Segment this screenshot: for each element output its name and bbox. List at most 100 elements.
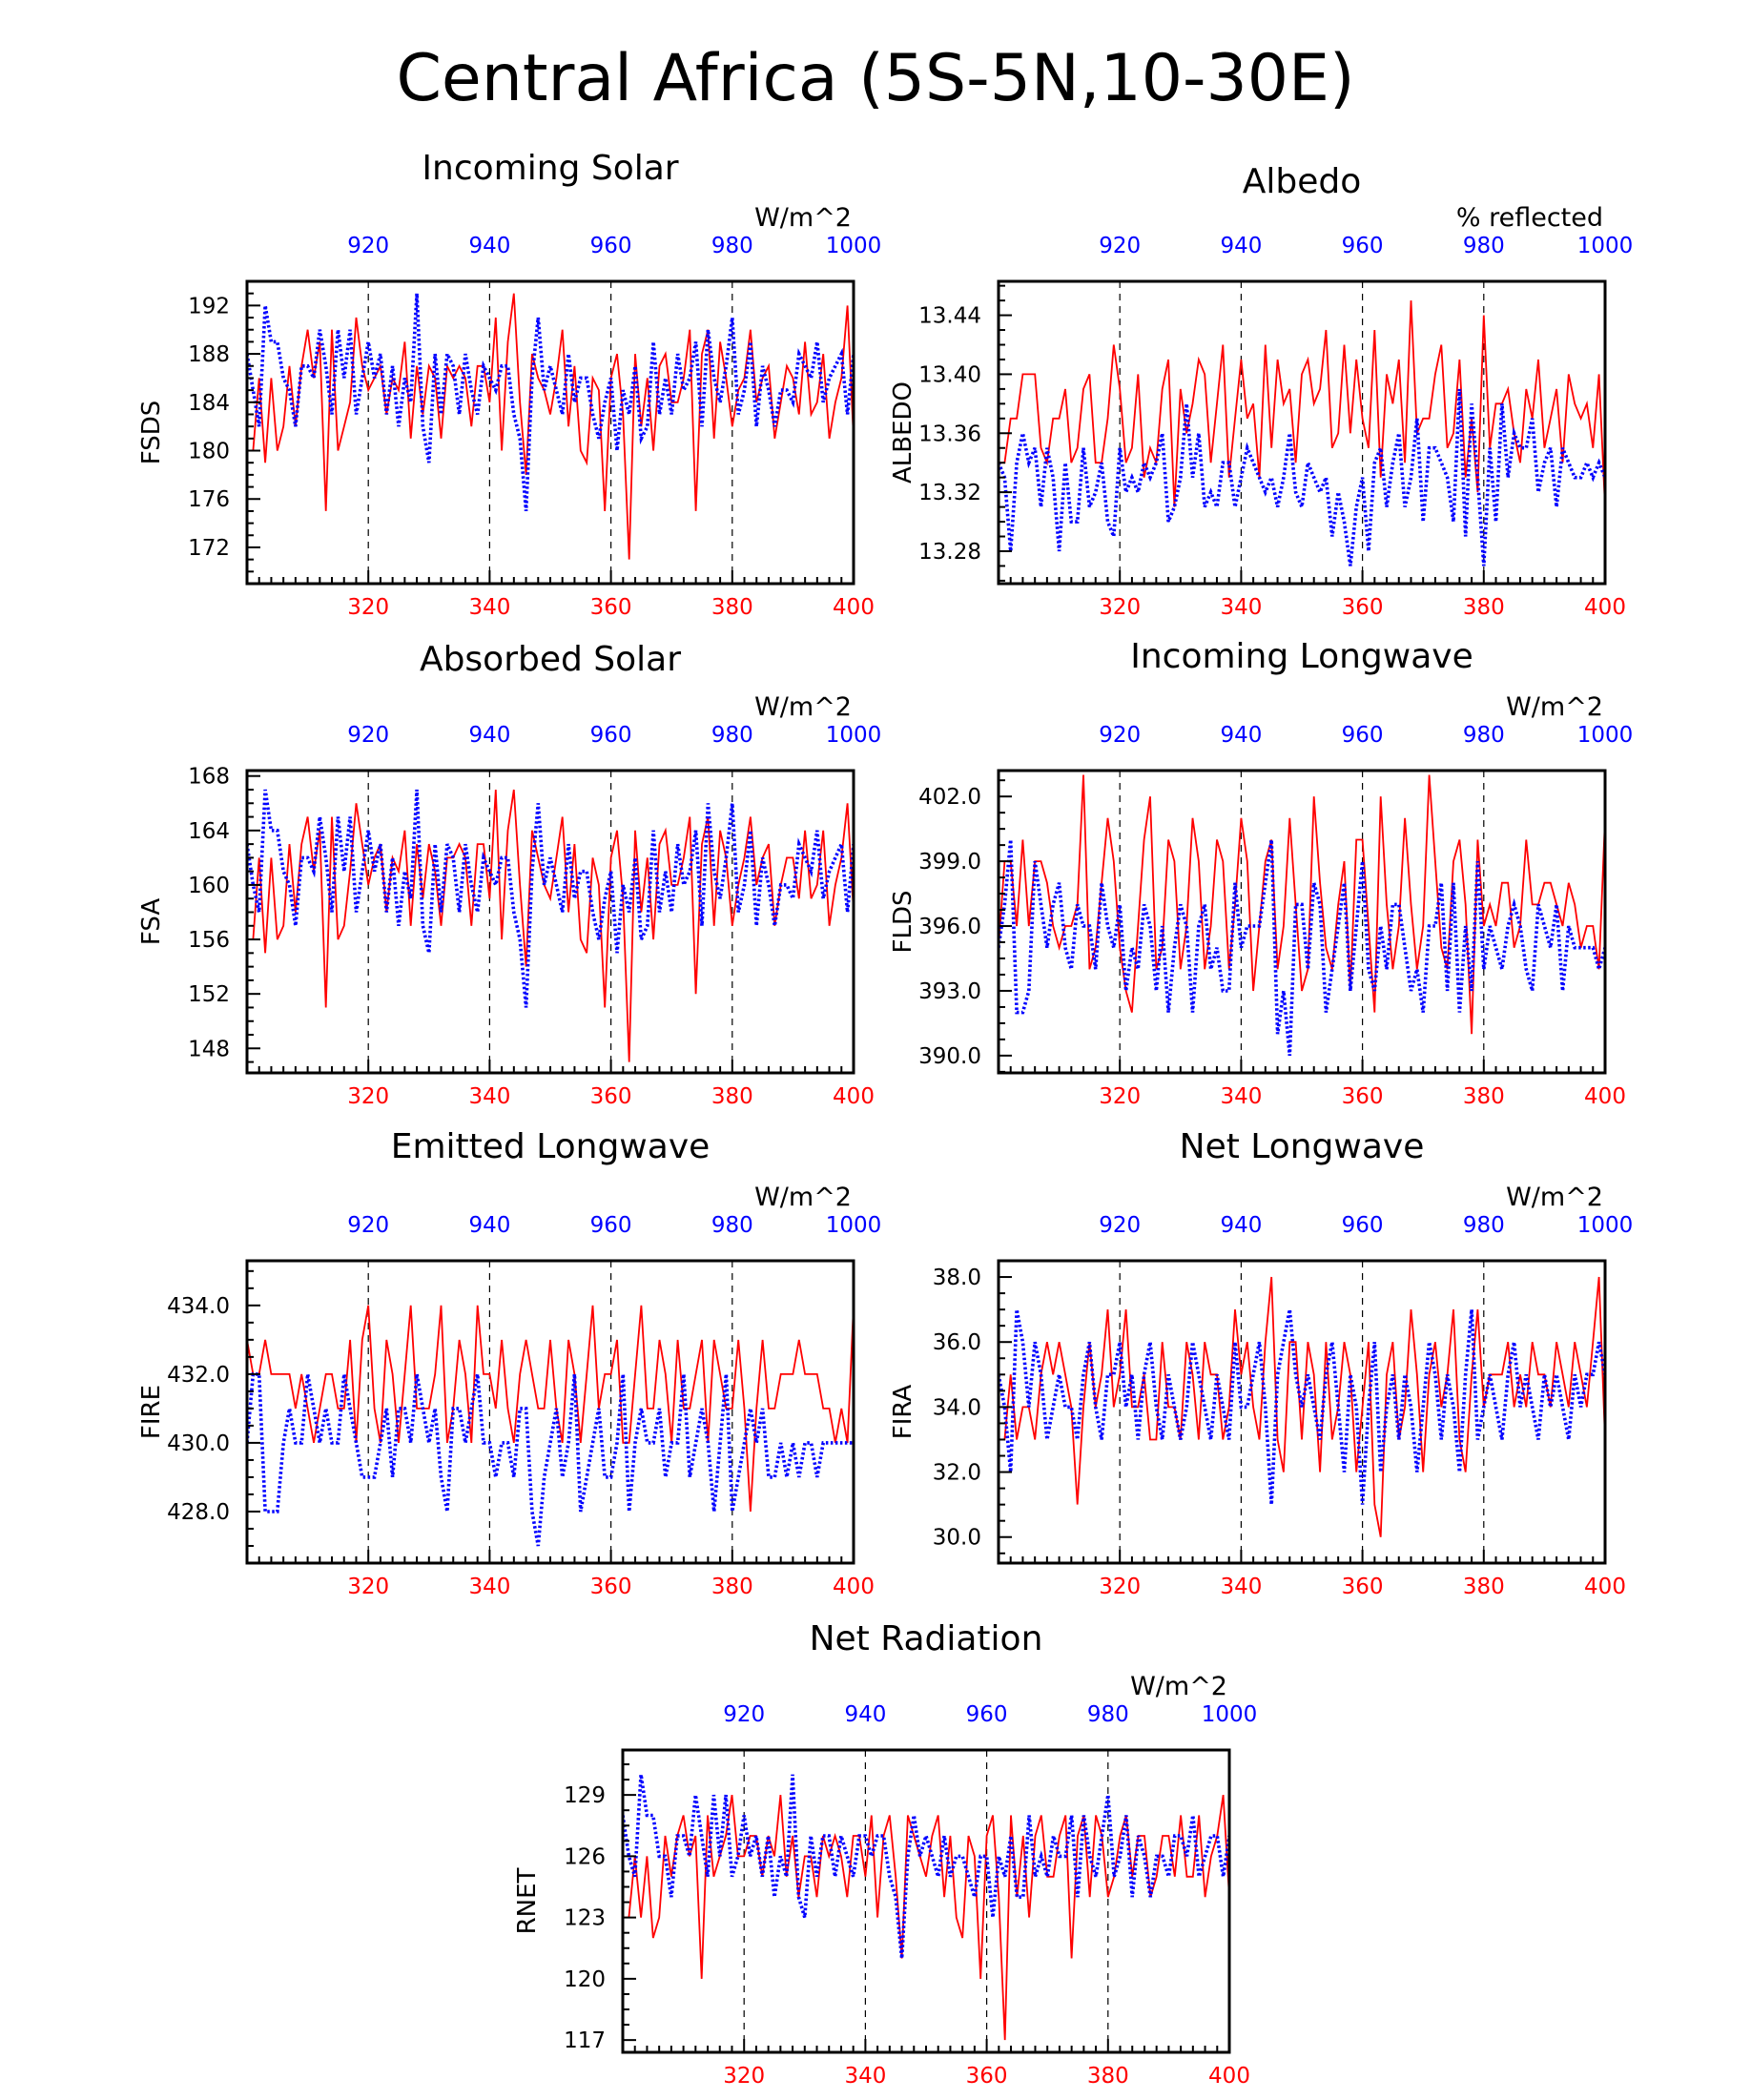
fira-frame [997, 1259, 1607, 1565]
albedo-xticklabel-top-0: 920 [1099, 234, 1141, 258]
flds-title: Incoming Longwave [1130, 637, 1473, 676]
albedo-xticklabel-top-2: 960 [1342, 234, 1384, 258]
fsa-xticklabel-top-0: 920 [347, 723, 389, 748]
fira-series-blue [999, 1308, 1605, 1505]
flds-yticklabel-1: 393.0 [918, 979, 981, 1004]
fire-yticklabel-1: 430.0 [167, 1431, 230, 1456]
flds-xticklabel-top-0: 920 [1099, 723, 1141, 748]
flds-xticklabel-top-4: 1000 [1577, 723, 1634, 748]
flds-yticklabel-2: 396.0 [918, 915, 981, 939]
fire-xticklabel-bottom-2: 360 [590, 1575, 632, 1599]
fire-xticklabel-bottom-1: 340 [468, 1575, 510, 1599]
fsa-yticklabel-1: 152 [188, 982, 230, 1007]
fira-title: Net Longwave [1180, 1127, 1425, 1166]
fire-series-blue [247, 1372, 854, 1547]
fsa-yticklabel-4: 164 [188, 819, 230, 844]
fsa-yticklabel-0: 148 [188, 1037, 230, 1061]
albedo-xticklabel-bottom-2: 360 [1342, 595, 1384, 620]
rnet-title: Net Radiation [810, 1619, 1043, 1658]
albedo-yticklabel-4: 13.44 [918, 304, 981, 329]
fira-xticklabel-bottom-2: 360 [1342, 1575, 1384, 1599]
rnet-series-blue [623, 1774, 1229, 1959]
fsds-ylabel: FSDS [137, 401, 166, 465]
fira-panel: Net Longwave W/m^2 FIRA 320 340 360 380 400 920 9… [889, 1127, 1633, 1599]
fsds-xticklabel-bottom-0: 320 [347, 595, 389, 620]
fsds-series-blue [247, 293, 854, 512]
fsds-yticklabel-1: 176 [188, 487, 230, 512]
fsds-xticklabel-top-0: 920 [347, 234, 389, 258]
fsds-yticklabel-5: 192 [188, 294, 230, 319]
fsa-title: Absorbed Solar [420, 640, 681, 679]
fire-xticklabel-top-2: 960 [590, 1213, 632, 1238]
rnet-yticklabel-4: 129 [564, 1783, 606, 1808]
fire-title: Emitted Longwave [391, 1127, 711, 1166]
albedo-yticklabel-0: 13.28 [918, 540, 981, 565]
rnet-units: W/m^2 [1130, 1672, 1227, 1701]
fsa-xticklabel-bottom-0: 320 [347, 1084, 389, 1109]
fira-xticklabel-bottom-4: 400 [1584, 1575, 1626, 1599]
flds-series-blue [999, 839, 1605, 1057]
flds-xticklabel-top-3: 980 [1463, 723, 1505, 748]
rnet-panel: Net Radiation W/m^2 RNET 320 340 360 380 400 920… [513, 1619, 1257, 2089]
fira-xticklabel-bottom-0: 320 [1099, 1575, 1141, 1599]
fira-ylabel: FIRA [889, 1385, 917, 1440]
rnet-xticklabel-bottom-1: 340 [844, 2064, 886, 2089]
fire-units: W/m^2 [754, 1183, 852, 1212]
albedo-yticklabel-2: 13.36 [918, 422, 981, 446]
fire-xticklabel-bottom-0: 320 [347, 1575, 389, 1599]
fira-xticklabel-top-3: 980 [1463, 1213, 1505, 1238]
fsa-xticklabel-bottom-2: 360 [590, 1084, 632, 1109]
fire-yticklabel-3: 434.0 [167, 1294, 230, 1319]
fsds-xticklabel-bottom-3: 380 [711, 595, 753, 620]
fsa-yticklabel-3: 160 [188, 874, 230, 898]
figure-title: Central Africa (5S-5N,10-30E) [396, 41, 1354, 116]
rnet-ylabel: RNET [513, 1867, 542, 1934]
albedo-xticklabel-bottom-0: 320 [1099, 595, 1141, 620]
fire-ylabel: FIRE [137, 1385, 166, 1439]
fire-yticklabel-2: 432.0 [167, 1363, 230, 1388]
fire-xticklabel-top-3: 980 [711, 1213, 753, 1238]
fira-yticklabel-0: 30.0 [933, 1526, 981, 1551]
fsa-xticklabel-top-1: 940 [468, 723, 510, 748]
flds-yticklabel-4: 402.0 [918, 785, 981, 810]
fsds-xticklabel-top-2: 960 [590, 234, 632, 258]
fire-xticklabel-top-0: 920 [347, 1213, 389, 1238]
albedo-series-blue [999, 388, 1605, 566]
rnet-yticklabel-2: 123 [564, 1906, 606, 1931]
albedo-title: Albedo [1243, 162, 1362, 201]
rnet-xticklabel-bottom-4: 400 [1208, 2064, 1250, 2089]
fira-yticklabel-1: 32.0 [933, 1461, 981, 1486]
fira-xticklabel-bottom-3: 380 [1463, 1575, 1505, 1599]
rnet-xticklabel-bottom-2: 360 [966, 2064, 1008, 2089]
fsa-xticklabel-bottom-3: 380 [711, 1084, 753, 1109]
rnet-xticklabel-bottom-0: 320 [723, 2064, 765, 2089]
fsa-series-blue [247, 789, 854, 1008]
albedo-xticklabel-top-3: 980 [1463, 234, 1505, 258]
rnet-xticklabel-top-3: 980 [1087, 1702, 1129, 1727]
flds-xticklabel-bottom-3: 380 [1463, 1084, 1505, 1109]
fira-xticklabel-top-0: 920 [1099, 1213, 1141, 1238]
fire-xticklabel-bottom-3: 380 [711, 1575, 753, 1599]
rnet-series-red [623, 1794, 1229, 2041]
fira-yticklabel-4: 38.0 [933, 1266, 981, 1290]
fira-xticklabel-top-4: 1000 [1577, 1213, 1634, 1238]
flds-panel: Incoming Longwave W/m^2 FLDS 320 340 360 380 40… [889, 637, 1633, 1109]
fira-series-red [999, 1276, 1605, 1537]
flds-xticklabel-top-1: 940 [1220, 723, 1262, 748]
rnet-xticklabel-top-4: 1000 [1202, 1702, 1258, 1727]
rnet-yticklabel-0: 117 [564, 2028, 606, 2053]
fira-yticklabel-3: 36.0 [933, 1330, 981, 1355]
fsa-yticklabel-2: 156 [188, 928, 230, 953]
albedo-xticklabel-top-4: 1000 [1577, 234, 1634, 258]
flds-xticklabel-bottom-4: 400 [1584, 1084, 1626, 1109]
rnet-yticklabel-1: 120 [564, 1967, 606, 1992]
albedo-xticklabel-top-1: 940 [1220, 234, 1262, 258]
fsds-frame [245, 279, 855, 586]
fsa-xticklabel-bottom-1: 340 [468, 1084, 510, 1109]
fsds-xticklabel-top-1: 940 [468, 234, 510, 258]
fire-xticklabel-top-4: 1000 [826, 1213, 882, 1238]
fsa-units: W/m^2 [754, 692, 852, 722]
flds-units: W/m^2 [1506, 692, 1603, 722]
rnet-xticklabel-bottom-3: 380 [1087, 2064, 1129, 2089]
